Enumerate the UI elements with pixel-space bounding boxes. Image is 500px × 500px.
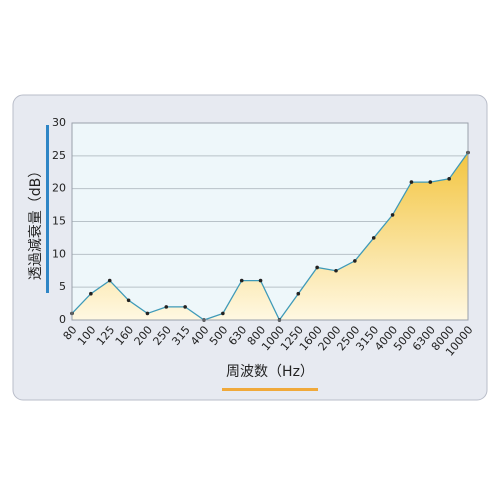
y-axis-title: 透過減衰量（dB） xyxy=(27,164,44,281)
y-tick-label: 30 xyxy=(52,116,66,129)
point xyxy=(371,236,376,240)
y-tick-label: 15 xyxy=(52,215,66,228)
y-tick-label: 0 xyxy=(59,313,66,326)
point xyxy=(390,213,395,217)
plot-border xyxy=(71,122,469,321)
y-tick-label: 10 xyxy=(52,247,66,260)
point xyxy=(145,311,150,316)
area xyxy=(72,152,468,320)
x-title-bar xyxy=(222,388,318,391)
point xyxy=(315,265,319,270)
point xyxy=(126,298,131,303)
y-title-bar xyxy=(46,125,49,293)
point xyxy=(334,268,338,273)
y-tick-label: 25 xyxy=(52,149,66,162)
point xyxy=(409,180,414,184)
point xyxy=(296,291,301,296)
x-axis-title: 周波数（Hz） xyxy=(226,364,314,380)
point xyxy=(447,177,451,181)
point xyxy=(353,259,357,263)
line xyxy=(71,152,469,322)
y-tick-label: 5 xyxy=(59,280,66,293)
y-tick-label: 20 xyxy=(52,182,66,195)
point xyxy=(183,305,187,309)
point xyxy=(164,305,169,309)
point xyxy=(221,311,225,316)
point xyxy=(107,278,112,283)
point xyxy=(258,278,263,283)
point xyxy=(428,180,433,184)
point xyxy=(239,278,244,283)
point xyxy=(89,291,93,296)
